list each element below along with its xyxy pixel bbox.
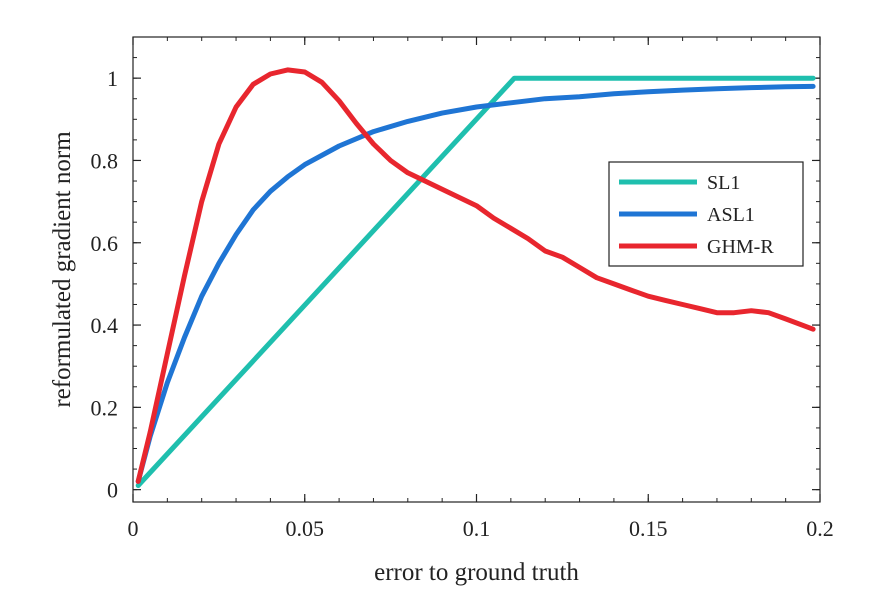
series-line-sl1 xyxy=(135,75,816,488)
x-tick-label: 0.05 xyxy=(286,516,325,541)
x-axis-label: error to ground truth xyxy=(374,559,579,586)
y-axis-label: reformulated gradient norm xyxy=(49,131,76,408)
y-tick-label: 0.8 xyxy=(91,148,119,173)
x-tick-label: 0.1 xyxy=(463,516,491,541)
legend-label: SL1 xyxy=(707,172,740,194)
y-tick-label: 0.2 xyxy=(91,395,119,420)
series-line-ghm-r xyxy=(135,67,816,484)
x-tick-label: 0.15 xyxy=(629,516,668,541)
y-tick-label: 0 xyxy=(107,478,118,503)
x-tick-label: 0.2 xyxy=(806,516,834,541)
series-line-asl1 xyxy=(135,83,816,484)
y-tick-label: 0.6 xyxy=(91,231,119,256)
y-tick-label: 0.4 xyxy=(91,313,119,338)
x-tick-label: 0 xyxy=(128,516,139,541)
y-tick-label: 1 xyxy=(107,66,118,91)
legend-label: GHM-R xyxy=(707,236,774,258)
legend-label: ASL1 xyxy=(707,204,755,226)
